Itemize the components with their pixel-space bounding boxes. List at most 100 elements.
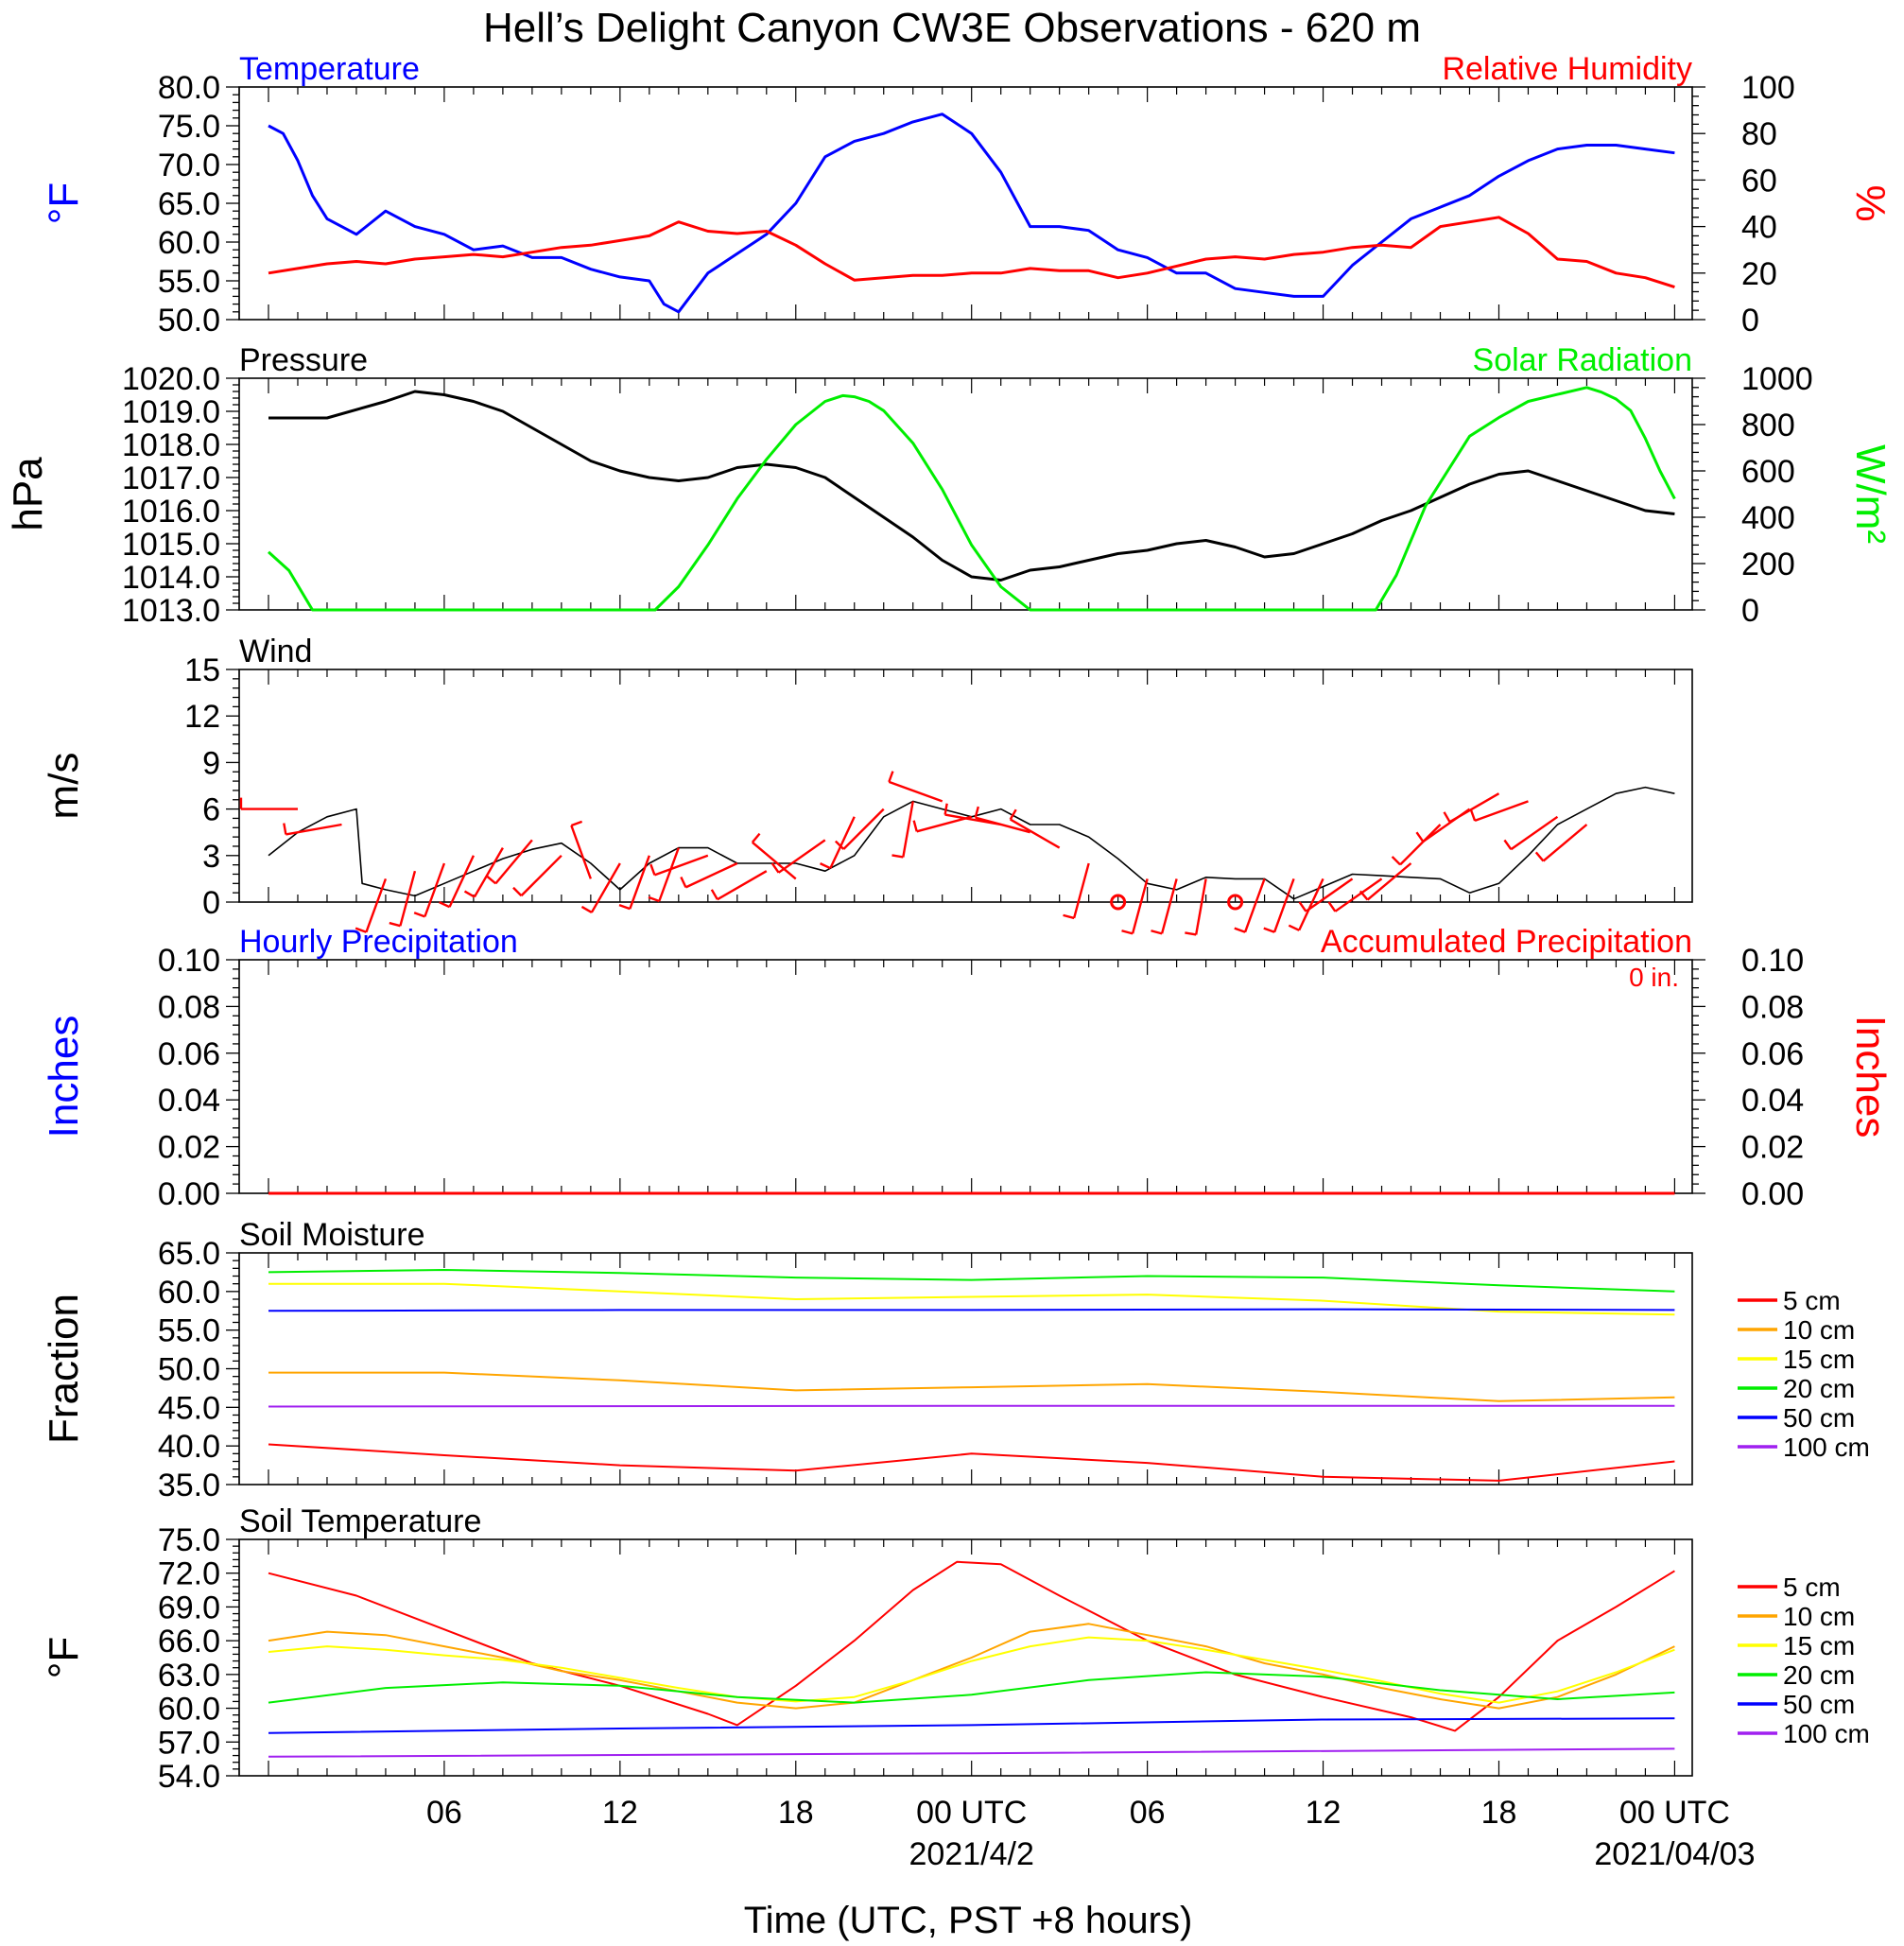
wind-barb-flag xyxy=(1327,901,1337,912)
wind-barb-flag xyxy=(770,862,780,874)
panel-title-left: Hourly Precipitation xyxy=(239,924,518,960)
y-tick-label-left: 0.02 xyxy=(158,1130,220,1166)
x-tick-label: 18 xyxy=(1481,1795,1517,1831)
wind-barb xyxy=(684,861,738,889)
y-tick-label-left: 35.0 xyxy=(158,1468,220,1503)
y-tick-label-left: 60.0 xyxy=(158,225,220,261)
y-tick-label-right: 0 xyxy=(1741,303,1759,339)
y-tick-label-right: 0 xyxy=(1741,593,1759,629)
series-line-15-cm xyxy=(268,1636,1675,1704)
legend-label: 20 cm xyxy=(1783,1660,1855,1690)
wind-barb-flag xyxy=(710,889,718,900)
y-tick-label-right: 0.10 xyxy=(1741,943,1804,979)
series-line-10-cm xyxy=(268,1623,1675,1710)
y-tick-label-right: 200 xyxy=(1741,547,1795,582)
figure-title: Hell’s Delight Canyon CW3E Observations … xyxy=(483,5,1421,51)
series-line-10-cm xyxy=(268,1371,1675,1402)
wind-barb xyxy=(448,855,475,908)
wind-barb xyxy=(888,780,943,803)
calm-wind-circle xyxy=(1110,894,1127,911)
panel-title-right: Solar Radiation xyxy=(1473,342,1692,378)
wind-barb xyxy=(629,855,650,910)
wind-barb xyxy=(473,846,504,898)
y-axis-label-left: Fraction xyxy=(41,1294,87,1444)
panel-title-right: Accumulated Precipitation xyxy=(1321,924,1692,960)
x-tick-label: 06 xyxy=(1130,1795,1166,1831)
wind-barb xyxy=(1160,878,1178,934)
y-tick-label-right: 40 xyxy=(1741,210,1777,246)
series-line-wind xyxy=(268,786,1675,900)
date-label: 2021/04/03 xyxy=(1594,1836,1755,1872)
wind-barb-flag xyxy=(891,854,904,859)
panels: Temperature Relative Humidity50.055.060.0… xyxy=(5,51,1894,1872)
legend-label: 10 cm xyxy=(1783,1602,1855,1631)
panel-title-left: Soil Temperature xyxy=(239,1503,481,1539)
y-tick-label-left: 75.0 xyxy=(158,1522,220,1558)
wind-barb xyxy=(286,823,342,836)
panel-title-left: Wind xyxy=(239,634,312,669)
legend-label: 50 cm xyxy=(1783,1403,1855,1433)
wind-barb-flag xyxy=(1298,901,1307,912)
wind-barb-flag xyxy=(1009,808,1017,821)
y-tick-label-right: 800 xyxy=(1741,408,1795,443)
series-line-15-cm xyxy=(268,1282,1675,1316)
series-line-50-cm xyxy=(268,1308,1675,1312)
wind-barb-flag xyxy=(439,901,451,909)
date-label: 2021/4/2 xyxy=(909,1836,1034,1872)
wind-barb-flag xyxy=(486,875,497,885)
y-tick-label-right: 80 xyxy=(1741,116,1777,152)
plot-frame xyxy=(238,669,1693,903)
precip-total-label: 0 in. xyxy=(1629,963,1679,992)
wind-barb-flag xyxy=(570,820,583,827)
x-tick-label: 12 xyxy=(1306,1795,1341,1831)
wind-barb-flag xyxy=(580,905,593,914)
panel-title-right: Relative Humidity xyxy=(1442,51,1692,87)
wind-barb xyxy=(1131,878,1149,934)
panel-soil_moisture: Soil Moisture 35.040.045.050.055.060.065.… xyxy=(41,1217,1870,1503)
y-tick-label-right: 0.00 xyxy=(1741,1176,1804,1212)
wind-barb-flag xyxy=(974,806,979,818)
wind-barb-flag xyxy=(389,921,401,928)
x-axis-label: Time (UTC, PST +8 hours) xyxy=(744,1900,1193,1941)
wind-barb-flag xyxy=(649,863,656,876)
y-tick-label-left: 65.0 xyxy=(158,1236,220,1272)
wind-barb-flag xyxy=(1151,930,1163,935)
y-tick-label-right: 600 xyxy=(1741,454,1795,490)
y-tick-label-left: 75.0 xyxy=(158,109,220,145)
x-tick-label: 00 UTC xyxy=(916,1795,1027,1831)
y-tick-label-left: 12 xyxy=(184,699,220,735)
y-tick-label-left: 3 xyxy=(202,839,220,875)
y-tick-label-left: 1019.0 xyxy=(122,394,220,430)
wind-barb xyxy=(902,801,914,858)
legend-label: 100 cm xyxy=(1783,1433,1870,1462)
panel-precip: Hourly Precipitation Accumulated Precipit… xyxy=(41,924,1894,1212)
wind-barb-flag xyxy=(834,840,845,850)
y-tick-label-left: 55.0 xyxy=(158,264,220,300)
series-line-5-cm xyxy=(268,1560,1675,1732)
legend-label: 15 cm xyxy=(1783,1631,1855,1660)
series-line-relative-humidity xyxy=(268,216,1675,289)
calm-wind-circle xyxy=(1227,894,1244,911)
wind-barb xyxy=(1072,862,1090,919)
y-tick-label-left: 9 xyxy=(202,745,220,781)
y-tick-label-left: 1014.0 xyxy=(122,560,220,596)
wind-barb xyxy=(1243,877,1266,933)
series-line-pressure xyxy=(268,390,1675,582)
y-axis-label-left: Inches xyxy=(41,1016,87,1138)
wind-barb-flag xyxy=(1263,927,1275,933)
y-tick-label-left: 65.0 xyxy=(158,186,220,222)
panel-pressure_solar: Pressure Solar Radiation 1013.01014.01015.… xyxy=(5,342,1894,629)
wind-barb xyxy=(1010,818,1061,849)
wind-barb xyxy=(1298,877,1324,931)
y-tick-label-left: 0.06 xyxy=(158,1036,220,1072)
y-tick-label-left: 1017.0 xyxy=(122,460,220,496)
y-tick-label-left: 1013.0 xyxy=(122,593,220,629)
y-tick-label-left: 0.08 xyxy=(158,989,220,1025)
y-tick-label-right: 0.06 xyxy=(1741,1036,1804,1072)
y-tick-label-left: 0.00 xyxy=(158,1176,220,1212)
y-tick-label-left: 60.0 xyxy=(158,1275,220,1311)
wind-barb-flag xyxy=(648,895,660,903)
y-axis-label-right: % xyxy=(1847,184,1894,221)
x-tick-label: 12 xyxy=(602,1795,638,1831)
